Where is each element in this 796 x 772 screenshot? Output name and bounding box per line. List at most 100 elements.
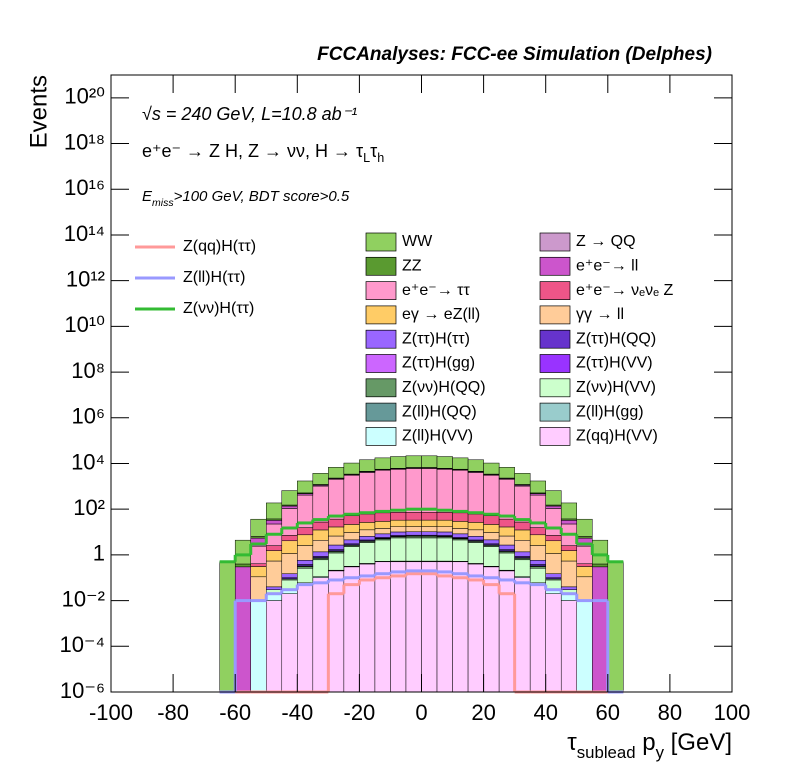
legend-label: e⁺e⁻→ ττ (402, 282, 470, 299)
histogram-bar (576, 536, 593, 539)
annotation-part: L (363, 151, 370, 165)
histogram-bar (359, 542, 376, 564)
histogram-bar (467, 563, 484, 693)
legend-swatch (365, 427, 397, 446)
histogram-bar (312, 559, 329, 577)
x-tick-label: -100 (89, 700, 133, 725)
histogram-bar (266, 545, 283, 551)
histogram-bar (498, 570, 515, 693)
y-tick-label: 10¹⁶ (64, 175, 105, 200)
x-axis-label: τsublead py [GeV] (567, 729, 732, 762)
histogram-bar (234, 566, 251, 693)
histogram-bar (405, 455, 422, 468)
histogram-bar (529, 480, 546, 494)
histogram-bar (529, 527, 546, 536)
legend-label: e⁺e⁻→ ll (576, 258, 638, 275)
y-axis-label: Events (25, 75, 52, 148)
histogram-bar (436, 519, 453, 527)
legend-swatch (539, 354, 571, 373)
histogram-bar (312, 473, 329, 485)
histogram-bar (514, 551, 531, 557)
x-tick-label: -40 (281, 700, 313, 725)
histogram-bar (514, 473, 531, 485)
histogram-bar (452, 512, 469, 522)
legend-label: γγ → ll (576, 306, 624, 323)
histogram-bar (545, 490, 562, 506)
histogram-bar (266, 502, 283, 520)
legend-label: Z(qq)H(VV) (576, 428, 658, 445)
histogram-bar (328, 467, 345, 479)
legend-label: Z → QQ (576, 233, 636, 250)
histogram-bar (452, 521, 469, 529)
histogram-bar (359, 536, 376, 541)
histogram-bar (328, 552, 345, 571)
histogram-bar (560, 502, 577, 520)
annotation-part: h (377, 151, 384, 165)
x-axis-label-part: p (636, 729, 656, 756)
histogram-bar (266, 520, 283, 525)
histogram-bar (405, 519, 422, 527)
histogram-bar (328, 479, 345, 520)
histogram-bar (234, 539, 251, 565)
histogram-bar (483, 515, 500, 525)
histogram-bar (328, 570, 345, 693)
histogram-bar (390, 469, 407, 513)
annotation-part: τ (370, 141, 377, 161)
histogram-bar (405, 537, 422, 562)
x-tick-label: 60 (596, 700, 620, 725)
histogram-bar (421, 561, 438, 693)
histogram-bar (452, 533, 469, 538)
histogram-bar (312, 521, 329, 531)
histogram-bar (545, 540, 562, 554)
annotation: Emiss>100 GeV, BDT score>0.5 (142, 188, 350, 209)
histogram-bar (576, 576, 593, 601)
histogram-bar (328, 535, 345, 546)
histogram-bar (467, 522, 484, 531)
histogram-bar (390, 526, 407, 533)
histogram-bar (405, 526, 422, 533)
histogram-bar (281, 573, 298, 578)
histogram-bar (436, 469, 453, 513)
histogram-bar (421, 455, 438, 468)
legend-label: Z(νν)H(QQ) (402, 379, 486, 396)
legend-label: Z(νν)H(ττ) (183, 300, 254, 317)
histogram-bar (483, 539, 500, 545)
histogram-bar (312, 485, 329, 523)
histogram-bar (359, 513, 376, 523)
y-tick-label: 10⁻⁴ (59, 632, 105, 657)
histogram-bar (514, 521, 531, 531)
legend-label: Z(qq)H(ττ) (183, 238, 256, 255)
histogram-bar (421, 526, 438, 533)
histogram-bar (436, 512, 453, 521)
annotation: √s = 240 GeV, L=10.8 ab⁻¹ (142, 104, 357, 124)
legend-swatch (539, 281, 571, 300)
histogram-bar (374, 469, 391, 514)
histogram-bar (343, 524, 360, 533)
histogram-bar (483, 532, 500, 541)
legend-swatch (365, 402, 397, 422)
histogram-bar (359, 522, 376, 531)
y-tick-label: 10²⁰ (64, 84, 105, 109)
histogram-bar (421, 537, 438, 562)
legend-label: Z(ττ)H(QQ) (576, 330, 656, 347)
histogram-bar (250, 518, 267, 537)
histogram-bar (281, 535, 298, 542)
histogram-bar (529, 568, 546, 584)
y-tick-label: 10¹⁴ (64, 221, 105, 246)
histogram-bar (514, 559, 531, 577)
histogram-bar (452, 561, 469, 693)
histogram-bar (467, 542, 484, 564)
legend-swatch (365, 232, 397, 252)
legend-label: Z(ττ)H(ττ) (402, 330, 470, 347)
histogram-bar (529, 534, 546, 546)
histogram-bar (390, 512, 407, 521)
legend-label: Z(νν)H(VV) (576, 379, 656, 396)
legend-label: Z(ττ)H(VV) (576, 355, 653, 372)
histogram-bar (576, 566, 593, 578)
histogram-bar (483, 546, 500, 567)
histogram-bar (250, 545, 267, 564)
legend-swatch (539, 232, 571, 252)
y-tick-label: 1 (93, 541, 105, 566)
histogram-bar (421, 512, 438, 521)
histogram-bar (297, 584, 314, 693)
